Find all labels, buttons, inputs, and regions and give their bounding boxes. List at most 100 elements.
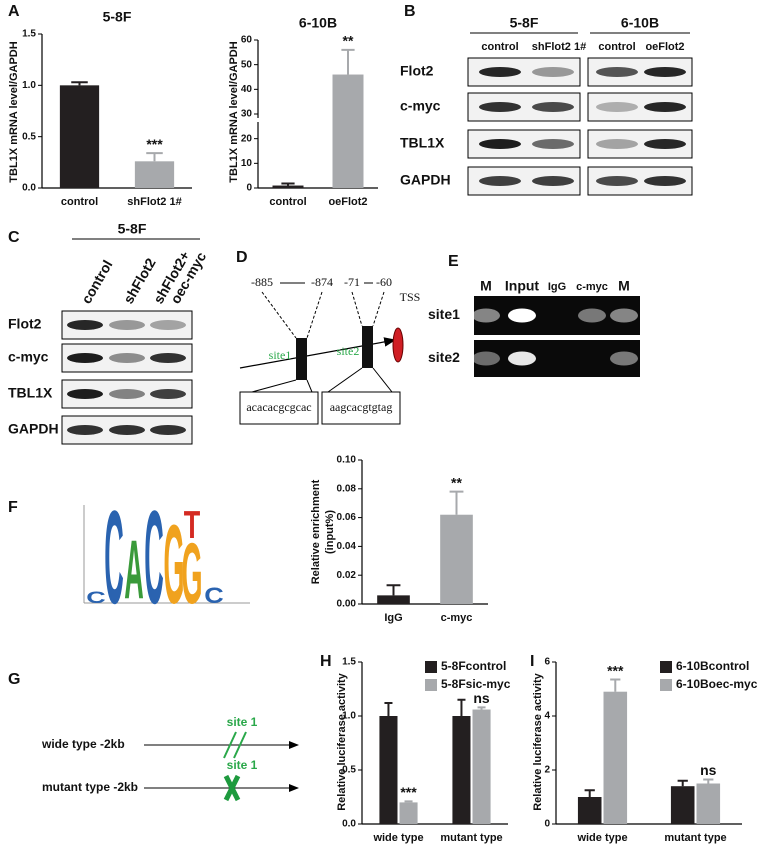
x-tick-label: mutant type bbox=[440, 832, 502, 844]
y-tick-label: 0 bbox=[544, 819, 550, 830]
blot-band bbox=[532, 102, 574, 112]
x-tick-label: IgG bbox=[384, 612, 402, 624]
bar bbox=[577, 797, 602, 824]
significance-label: ns bbox=[473, 690, 490, 706]
x-tick-label: mutant type bbox=[664, 832, 726, 844]
bar bbox=[670, 786, 695, 824]
position-label: -874 bbox=[311, 275, 333, 289]
bar bbox=[59, 85, 100, 188]
row-label: TBL1X bbox=[8, 385, 53, 401]
row-label: c-myc bbox=[8, 349, 49, 365]
bar bbox=[272, 185, 304, 188]
blot-band bbox=[67, 320, 103, 330]
legend-swatch bbox=[660, 679, 672, 691]
y-tick-label: 1.5 bbox=[22, 29, 36, 40]
tss-label: TSS bbox=[400, 290, 421, 304]
y-tick-label: 1.0 bbox=[342, 711, 356, 722]
x-tick-label: shFlot2 1# bbox=[127, 196, 181, 208]
y-axis-label: Relative luciferase activity bbox=[532, 672, 544, 810]
bar bbox=[332, 74, 364, 188]
gel-band bbox=[610, 308, 638, 323]
bar bbox=[440, 514, 473, 604]
row-label: c-myc bbox=[400, 98, 441, 114]
y-tick-label: 0.08 bbox=[337, 483, 357, 494]
blot-band bbox=[150, 320, 186, 330]
blot-band bbox=[150, 389, 186, 399]
blot-band bbox=[644, 139, 686, 149]
significance-label: *** bbox=[400, 784, 417, 800]
lane-label: control bbox=[598, 41, 635, 53]
logo-letter: G bbox=[181, 525, 202, 622]
lane-label: shFlot2 1# bbox=[532, 41, 586, 53]
lane-label: IgG bbox=[548, 281, 566, 293]
site-label: site2 bbox=[337, 344, 360, 358]
row-label: TBL1X bbox=[400, 135, 445, 151]
legend-swatch bbox=[660, 661, 672, 673]
group-label: 6-10B bbox=[621, 15, 659, 31]
error-bar bbox=[146, 152, 163, 162]
blot-band bbox=[109, 389, 145, 399]
sequence: aagcacgtgtag bbox=[330, 400, 393, 414]
legend-swatch bbox=[425, 679, 437, 691]
site-label: site 1 bbox=[227, 758, 258, 772]
error-bar bbox=[584, 789, 595, 797]
error-bar bbox=[610, 678, 621, 692]
site-box bbox=[362, 326, 373, 368]
y-tick-label: 0.02 bbox=[337, 570, 357, 581]
error-bar bbox=[404, 800, 413, 803]
blot-band bbox=[532, 139, 574, 149]
blot-band bbox=[67, 425, 103, 435]
panel-label: F bbox=[8, 499, 18, 516]
logo-letter: C bbox=[86, 588, 105, 607]
lane-label: Input bbox=[505, 278, 540, 294]
blot-band bbox=[479, 67, 521, 77]
gel-band bbox=[578, 308, 606, 323]
error-bar bbox=[703, 778, 714, 784]
error-bar bbox=[677, 779, 688, 787]
chart-title: 6-10B bbox=[299, 15, 337, 31]
significance-label: ns bbox=[700, 762, 717, 778]
blot-band bbox=[479, 176, 521, 186]
significance-label: ** bbox=[451, 474, 462, 490]
site-label: site 1 bbox=[227, 715, 258, 729]
logo-letter: T bbox=[184, 504, 201, 547]
site-slash bbox=[223, 731, 247, 759]
legend-label: 5-8Fsic-myc bbox=[441, 677, 511, 691]
bar bbox=[696, 783, 721, 824]
legend-label: 6-10Bcontrol bbox=[676, 659, 749, 673]
panel-label: A bbox=[8, 3, 20, 20]
row-label: GAPDH bbox=[8, 421, 59, 437]
significance-label: ** bbox=[343, 33, 354, 49]
y-tick-label: 0 bbox=[246, 183, 252, 194]
y-tick-label: 0.5 bbox=[342, 765, 356, 776]
gel-band bbox=[472, 351, 500, 366]
error-bar bbox=[341, 48, 355, 75]
guide bbox=[251, 367, 393, 393]
group-label: 5-8F bbox=[510, 15, 539, 31]
y-tick-label: 0.0 bbox=[342, 819, 356, 830]
lane-label: M bbox=[480, 278, 492, 294]
lane-label: c-myc bbox=[576, 281, 608, 293]
y-tick-label: 0.06 bbox=[337, 512, 357, 523]
y-tick-label: 4 bbox=[544, 711, 550, 722]
bar bbox=[603, 691, 628, 824]
legend-label: 6-10Boec-myc bbox=[676, 677, 758, 691]
y-tick-label: 10 bbox=[241, 158, 253, 169]
gel-band bbox=[472, 308, 500, 323]
legend-label: 5-8Fcontrol bbox=[441, 659, 506, 673]
logo-letter: G bbox=[164, 503, 185, 628]
group-label: 5-8F bbox=[118, 221, 147, 237]
blot-band bbox=[644, 102, 686, 112]
blot-band bbox=[596, 176, 638, 186]
y-axis-label: TBL1X mRNA level/GAPDH bbox=[228, 41, 240, 182]
error-bar bbox=[71, 81, 88, 86]
significance-label: *** bbox=[607, 662, 624, 678]
y-tick-label: 0.00 bbox=[337, 599, 357, 610]
bar bbox=[379, 716, 398, 824]
gel-box bbox=[474, 340, 640, 377]
position-label: -885 bbox=[251, 275, 273, 289]
blot-band bbox=[532, 67, 574, 77]
panel-label: E bbox=[448, 253, 459, 270]
construct-label: mutant type -2kb bbox=[42, 780, 138, 794]
